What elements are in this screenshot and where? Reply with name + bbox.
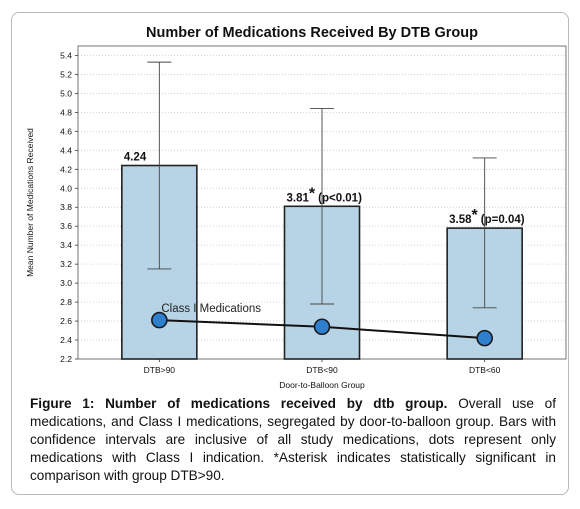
y-tick-label: 5.0 bbox=[60, 88, 72, 98]
caption-lead: Figure 1: Number of medications received… bbox=[30, 396, 448, 411]
y-tick-label: 2.4 bbox=[60, 335, 72, 345]
y-tick-label: 3.6 bbox=[60, 221, 72, 231]
data-label: 3.81* (p<0.01) bbox=[287, 185, 363, 204]
y-tick-label: 4.2 bbox=[60, 164, 72, 174]
chart-title: Number of Medications Received By DTB Gr… bbox=[146, 25, 478, 41]
series-label: Class I Medications bbox=[161, 303, 261, 315]
y-tick-label: 3.8 bbox=[60, 202, 72, 212]
y-tick-label: 4.0 bbox=[60, 183, 72, 193]
x-tick-label: DTB<60 bbox=[469, 365, 501, 375]
data-label: 4.24 bbox=[124, 152, 147, 164]
class-i-point bbox=[313, 318, 331, 336]
y-tick-label: 5.4 bbox=[60, 50, 72, 60]
figure-caption: Figure 1: Number of medications received… bbox=[30, 395, 556, 485]
y-tick-label: 5.2 bbox=[60, 69, 72, 79]
class-i-point bbox=[476, 329, 493, 347]
y-tick-label: 4.4 bbox=[60, 145, 72, 155]
y-tick-label: 2.6 bbox=[60, 316, 72, 326]
y-tick-label: 4.6 bbox=[60, 126, 72, 136]
y-tick-label: 4.8 bbox=[60, 107, 72, 117]
medications-chart: Number of Medications Received By DTB Gr… bbox=[25, 25, 567, 390]
x-axis-title: Door-to-Balloon Group bbox=[279, 380, 365, 390]
caption-text: Overall use of medications, and Class I … bbox=[30, 396, 556, 483]
x-tick-label: DTB<90 bbox=[306, 365, 338, 375]
class-i-point bbox=[151, 311, 168, 329]
y-tick-label: 3.0 bbox=[60, 278, 72, 288]
y-tick-label: 2.2 bbox=[60, 354, 72, 364]
y-axis-title: Mean Number of Medications Received bbox=[25, 128, 35, 277]
y-tick-label: 3.2 bbox=[60, 259, 72, 269]
y-tick-label: 2.8 bbox=[60, 297, 72, 307]
plot-area: 2.2 2.4 2.6 2.8 3.0 3.2 3.4 3.6 3.8 4.0 4.2 4.4 4.6 4… bbox=[60, 45, 567, 375]
x-tick-label: DTB>90 bbox=[144, 365, 176, 375]
data-label: 3.58* (p=0.04) bbox=[449, 207, 525, 226]
y-tick-label: 3.4 bbox=[60, 240, 72, 250]
